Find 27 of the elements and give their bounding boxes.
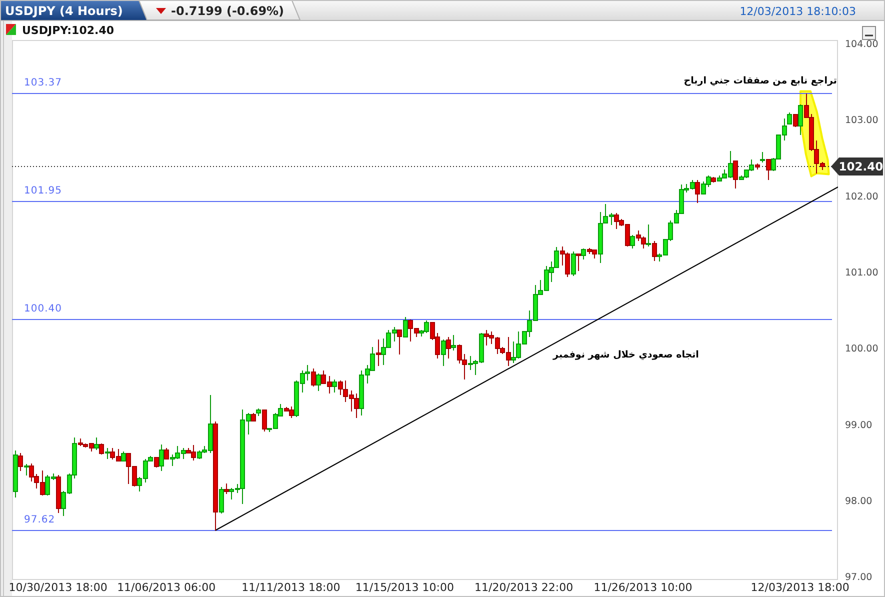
x-tick-label: 10/30/2013 18:00	[8, 581, 108, 594]
y-tick-label: 103.00	[845, 115, 878, 126]
x-tick-label: 11/15/2013 10:00	[355, 581, 454, 594]
annotation: اتجاه صعودي خلال شهر نوفمبر	[553, 350, 699, 360]
x-tick-label: 11/11/2013 18:00	[242, 581, 340, 594]
y-tick-label: 97.00	[845, 572, 872, 584]
subtitle: -0.7199 (-0.69%)	[171, 4, 284, 18]
x-tick-label: 12/03/2013 18:00	[750, 581, 850, 594]
ref-label: 101.95	[24, 186, 62, 196]
x-tick-label: 11/06/2013 06:00	[117, 581, 216, 594]
title: USDJPY (4 Hours)	[5, 4, 123, 18]
y-tick-label: 104.00	[845, 39, 878, 50]
ref-label: 103.37	[24, 78, 62, 88]
y-tick-label: 99.00	[845, 420, 872, 431]
x-tick-label: 11/26/2013 10:00	[594, 581, 692, 594]
ref-label: 102.40	[831, 158, 884, 176]
annotation: تراجع نابع من صفقات جني ارباح	[684, 76, 837, 86]
y-tick-label: 101.00	[845, 268, 878, 279]
annotation: 12/03/2013 18:10:03	[740, 5, 856, 18]
x-tick-label: 11/20/2013 22:00	[474, 581, 574, 594]
ref-label: 100.40	[24, 304, 62, 314]
y-tick-label: 98.00	[845, 496, 872, 508]
annotation: USDJPY:102.40	[22, 24, 114, 37]
y-tick-label: 102.00	[845, 191, 878, 202]
y-tick-label: 100.00	[845, 344, 878, 355]
ref-line-label: 102.40	[838, 160, 884, 174]
ref-label: 97.62	[24, 514, 56, 526]
